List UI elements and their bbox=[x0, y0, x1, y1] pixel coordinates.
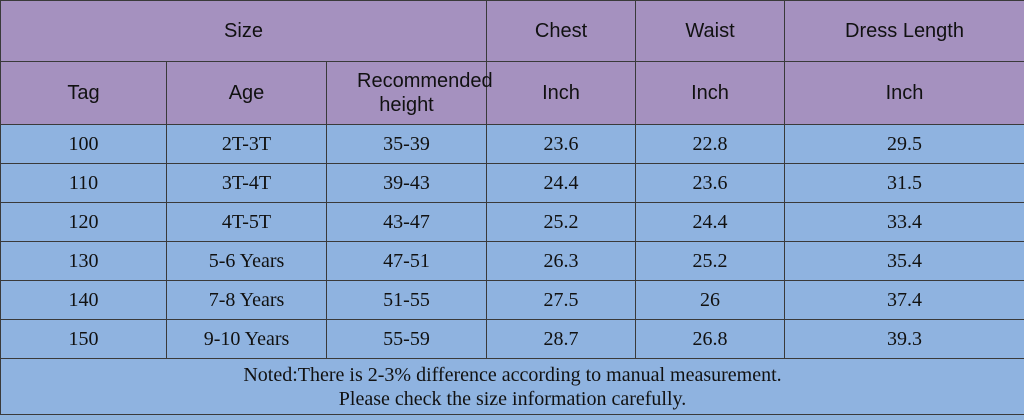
chest-cell: 24.4 bbox=[486, 163, 637, 203]
waist-cell: 26 bbox=[635, 280, 786, 320]
dress-length-header: Dress Length bbox=[784, 0, 1024, 62]
length-cell: 37.4 bbox=[784, 280, 1024, 320]
note-cell: Noted:There is 2-3% difference according… bbox=[0, 358, 1024, 415]
table-row: 110 3T-4T 39-43 24.4 23.6 31.5 bbox=[0, 163, 1024, 203]
tag-cell: 120 bbox=[0, 202, 167, 242]
waist-cell: 25.2 bbox=[635, 241, 786, 281]
height-cell: 55-59 bbox=[325, 319, 488, 359]
age-cell: 9-10 Years bbox=[166, 319, 327, 359]
waist-unit: Inch bbox=[635, 61, 786, 125]
age-cell: 7-8 Years bbox=[166, 280, 327, 320]
age-header: Age bbox=[166, 61, 327, 125]
length-cell: 31.5 bbox=[784, 163, 1024, 203]
tag-cell: 150 bbox=[0, 319, 167, 359]
header-row-1: Size Chest Waist Dress Length bbox=[0, 0, 1024, 62]
tag-cell: 130 bbox=[0, 241, 167, 281]
recommended-height-header: Recommended height bbox=[325, 61, 493, 125]
table-row: 150 9-10 Years 55-59 28.7 26.8 39.3 bbox=[0, 319, 1024, 359]
tag-cell: 100 bbox=[0, 124, 167, 164]
waist-cell: 22.8 bbox=[635, 124, 786, 164]
height-cell: 51-55 bbox=[325, 280, 488, 320]
table-row: 140 7-8 Years 51-55 27.5 26 37.4 bbox=[0, 280, 1024, 320]
waist-cell: 26.8 bbox=[635, 319, 786, 359]
tag-header: Tag bbox=[0, 61, 167, 125]
chest-header: Chest bbox=[486, 0, 637, 62]
size-header: Size bbox=[0, 0, 488, 62]
waist-cell: 24.4 bbox=[635, 202, 786, 242]
age-cell: 5-6 Years bbox=[166, 241, 327, 281]
note-line-2: Please check the size information carefu… bbox=[338, 387, 687, 410]
waist-header: Waist bbox=[635, 0, 786, 62]
tag-cell: 140 bbox=[0, 280, 167, 320]
note-row: Noted:There is 2-3% difference according… bbox=[0, 358, 1024, 415]
chest-cell: 25.2 bbox=[486, 202, 637, 242]
height-cell: 47-51 bbox=[325, 241, 488, 281]
tag-cell: 110 bbox=[0, 163, 167, 203]
length-unit: Inch bbox=[784, 61, 1024, 125]
chest-cell: 23.6 bbox=[486, 124, 637, 164]
note-line-1: Noted:There is 2-3% difference according… bbox=[243, 363, 782, 386]
length-cell: 29.5 bbox=[784, 124, 1024, 164]
length-cell: 35.4 bbox=[784, 241, 1024, 281]
height-cell: 35-39 bbox=[325, 124, 488, 164]
table-row: 120 4T-5T 43-47 25.2 24.4 33.4 bbox=[0, 202, 1024, 242]
waist-cell: 23.6 bbox=[635, 163, 786, 203]
table-row: 100 2T-3T 35-39 23.6 22.8 29.5 bbox=[0, 124, 1024, 164]
header-row-2: Tag Age Recommended height Inch Inch Inc… bbox=[0, 61, 1024, 125]
length-cell: 39.3 bbox=[784, 319, 1024, 359]
chest-cell: 28.7 bbox=[486, 319, 637, 359]
chest-cell: 26.3 bbox=[486, 241, 637, 281]
age-cell: 2T-3T bbox=[166, 124, 327, 164]
age-cell: 4T-5T bbox=[166, 202, 327, 242]
chest-unit: Inch bbox=[486, 61, 637, 125]
table-row: 130 5-6 Years 47-51 26.3 25.2 35.4 bbox=[0, 241, 1024, 281]
age-cell: 3T-4T bbox=[166, 163, 327, 203]
length-cell: 33.4 bbox=[784, 202, 1024, 242]
height-cell: 39-43 bbox=[325, 163, 488, 203]
chest-cell: 27.5 bbox=[486, 280, 637, 320]
height-cell: 43-47 bbox=[325, 202, 488, 242]
